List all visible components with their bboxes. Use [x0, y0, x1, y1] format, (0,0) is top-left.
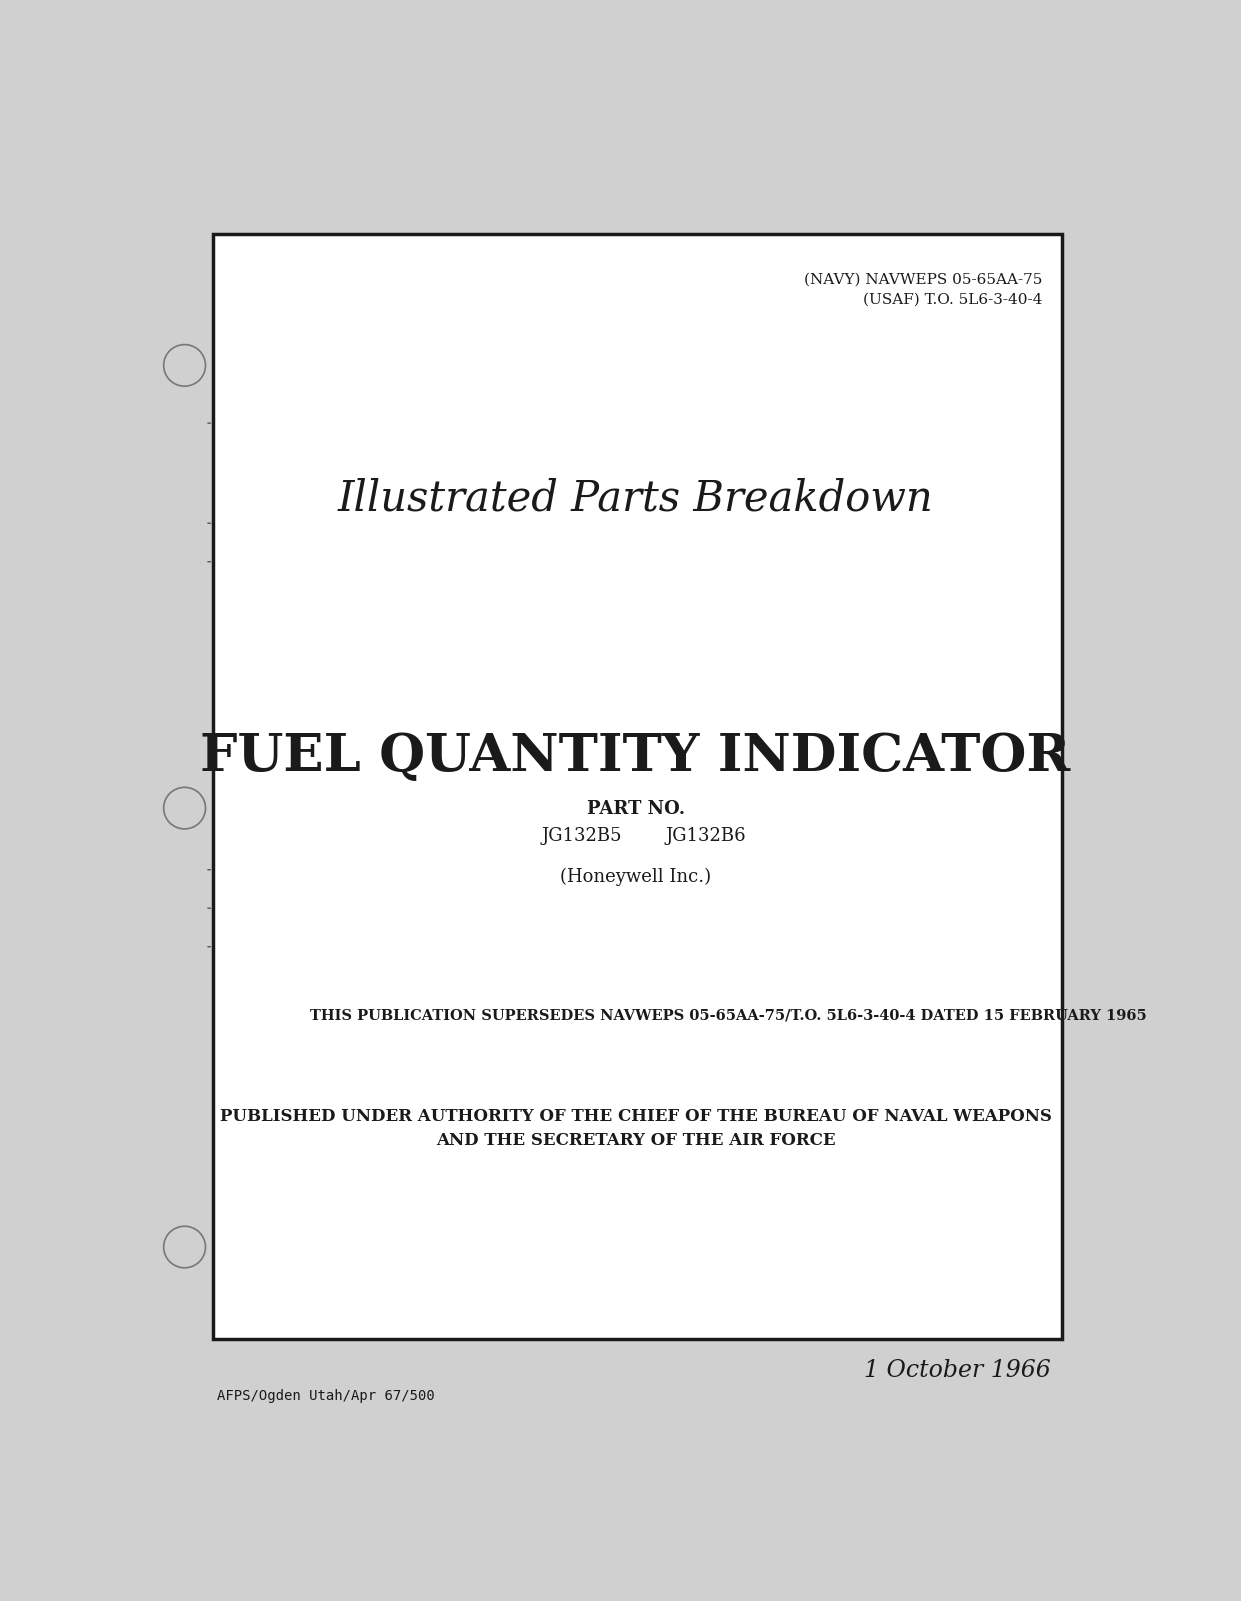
FancyBboxPatch shape: [213, 234, 1062, 1340]
Circle shape: [164, 1226, 206, 1268]
Circle shape: [164, 344, 206, 386]
Text: (NAVY) NAVWEPS 05-65AA-75: (NAVY) NAVWEPS 05-65AA-75: [804, 272, 1042, 287]
Text: 1 October 1966: 1 October 1966: [864, 1359, 1050, 1382]
Text: THIS PUBLICATION SUPERSEDES NAVWEPS 05-65AA-75/T.O. 5L6-3-40-4 DATED 15 FEBRUARY: THIS PUBLICATION SUPERSEDES NAVWEPS 05-6…: [310, 1009, 1147, 1023]
Text: AFPS/Ogden Utah/Apr 67/500: AFPS/Ogden Utah/Apr 67/500: [217, 1390, 434, 1404]
Circle shape: [164, 788, 206, 829]
Text: FUEL QUANTITY INDICATOR: FUEL QUANTITY INDICATOR: [201, 732, 1071, 783]
Text: PART NO.: PART NO.: [587, 800, 685, 818]
Text: (USAF) T.O. 5L6-3-40-4: (USAF) T.O. 5L6-3-40-4: [864, 293, 1042, 306]
Text: Illustrated Parts Breakdown: Illustrated Parts Breakdown: [338, 477, 933, 519]
Text: (Honeywell Inc.): (Honeywell Inc.): [560, 868, 711, 887]
Text: JG132B5: JG132B5: [541, 828, 622, 845]
Text: PUBLISHED UNDER AUTHORITY OF THE CHIEF OF THE BUREAU OF NAVAL WEAPONS: PUBLISHED UNDER AUTHORITY OF THE CHIEF O…: [220, 1108, 1051, 1126]
Text: JG132B6: JG132B6: [665, 828, 746, 845]
Text: AND THE SECRETARY OF THE AIR FORCE: AND THE SECRETARY OF THE AIR FORCE: [436, 1132, 835, 1148]
